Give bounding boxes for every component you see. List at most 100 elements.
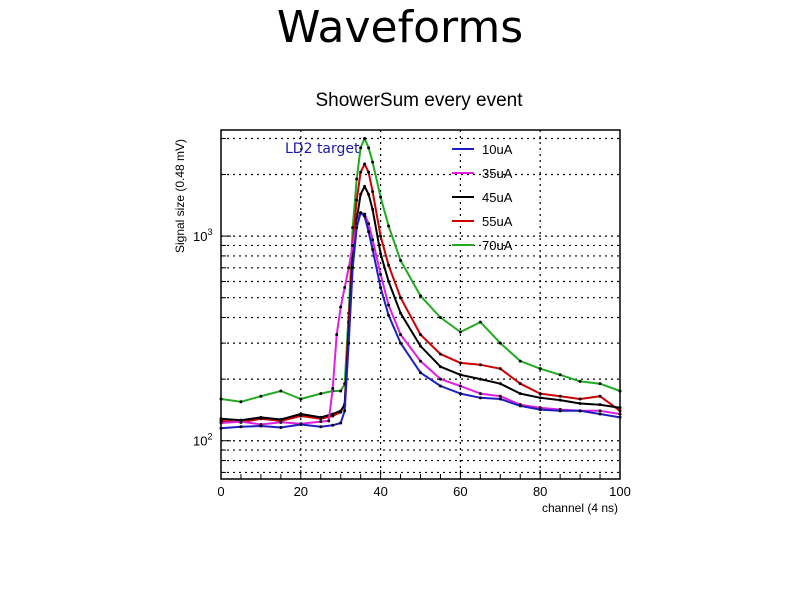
data-point-45uA bbox=[558, 398, 562, 402]
data-point-45uA bbox=[319, 415, 323, 419]
data-point-10uA bbox=[371, 248, 375, 252]
ld2-target-annotation: LD2 target bbox=[285, 141, 360, 157]
data-point-45uA bbox=[387, 279, 391, 283]
data-point-45uA bbox=[518, 392, 522, 396]
data-point-35uA bbox=[371, 238, 375, 242]
data-point-10uA bbox=[478, 396, 482, 400]
legend-label-55uA: 55uA bbox=[482, 214, 513, 229]
data-point-35uA bbox=[598, 409, 602, 413]
series-line-35uA bbox=[220, 211, 621, 426]
series-line-55uA bbox=[220, 163, 621, 424]
y-tick-label: 102 bbox=[193, 432, 212, 449]
chart-title: ShowerSum every event bbox=[316, 90, 524, 111]
data-point-45uA bbox=[339, 409, 343, 413]
data-point-45uA bbox=[478, 377, 482, 381]
data-point-45uA bbox=[538, 396, 542, 400]
data-point-10uA bbox=[351, 266, 355, 270]
data-point-35uA bbox=[335, 333, 339, 337]
data-point-35uA bbox=[438, 377, 442, 381]
data-point-70uA bbox=[598, 382, 602, 386]
data-point-45uA bbox=[419, 344, 422, 348]
data-point-10uA bbox=[367, 230, 371, 234]
data-point-10uA bbox=[239, 425, 243, 429]
data-point-10uA bbox=[355, 226, 359, 230]
data-point-70uA bbox=[367, 146, 371, 150]
data-point-35uA bbox=[399, 333, 403, 337]
data-point-70uA bbox=[239, 400, 243, 404]
data-point-70uA bbox=[387, 224, 391, 228]
data-point-55uA bbox=[438, 352, 442, 356]
data-point-70uA bbox=[363, 136, 367, 140]
legend: 10uA 35uA 45uA 55uA 70uA bbox=[452, 142, 513, 253]
data-point-70uA bbox=[279, 389, 283, 393]
data-point-70uA bbox=[578, 379, 582, 383]
data-point-10uA bbox=[598, 412, 602, 416]
data-point-55uA bbox=[498, 367, 502, 371]
data-point-70uA bbox=[339, 389, 343, 393]
data-point-70uA bbox=[538, 367, 542, 371]
data-point-35uA bbox=[478, 392, 482, 396]
y-axis-label: Signal size (0.48 mV) bbox=[173, 139, 187, 253]
axis-ticks: 0 20 40 60 80 100 102 103 bbox=[193, 137, 631, 499]
legend-label-35uA: 35uA bbox=[482, 166, 513, 181]
data-point-10uA bbox=[558, 409, 562, 413]
series-line-10uA bbox=[220, 211, 621, 430]
data-point-35uA bbox=[331, 386, 335, 390]
data-point-35uA bbox=[351, 243, 355, 247]
data-point-35uA bbox=[339, 305, 343, 309]
data-point-35uA bbox=[327, 419, 331, 423]
data-point-70uA bbox=[558, 373, 562, 377]
data-point-35uA bbox=[239, 420, 243, 424]
grid-lines bbox=[221, 130, 620, 479]
data-point-55uA bbox=[518, 382, 522, 386]
data-point-35uA bbox=[347, 266, 351, 270]
data-point-70uA bbox=[438, 316, 442, 320]
data-point-70uA bbox=[359, 146, 363, 150]
data-point-35uA bbox=[379, 272, 383, 276]
data-point-55uA bbox=[387, 263, 391, 267]
x-tick-label: 80 bbox=[533, 484, 547, 499]
data-point-45uA bbox=[259, 415, 263, 419]
data-point-70uA bbox=[399, 258, 403, 262]
data-point-55uA bbox=[363, 162, 367, 166]
data-point-10uA bbox=[498, 397, 502, 401]
data-point-45uA bbox=[331, 412, 335, 416]
data-point-10uA bbox=[363, 214, 367, 218]
x-tick-label: 100 bbox=[609, 484, 631, 499]
data-point-10uA bbox=[339, 421, 343, 425]
data-point-10uA bbox=[518, 404, 522, 408]
data-point-55uA bbox=[355, 198, 359, 202]
y-tick-label: 103 bbox=[193, 227, 212, 244]
data-point-70uA bbox=[259, 394, 263, 398]
data-point-70uA bbox=[355, 177, 359, 181]
data-point-45uA bbox=[359, 192, 363, 196]
legend-label-70uA: 70uA bbox=[482, 238, 513, 253]
data-point-55uA bbox=[359, 170, 363, 174]
data-point-10uA bbox=[379, 286, 383, 290]
data-point-55uA bbox=[399, 296, 403, 300]
x-tick-label: 60 bbox=[453, 484, 467, 499]
data-point-55uA bbox=[367, 170, 371, 174]
data-point-70uA bbox=[299, 397, 303, 401]
data-point-35uA bbox=[319, 420, 323, 424]
data-point-10uA bbox=[319, 425, 323, 429]
data-point-10uA bbox=[279, 426, 283, 430]
data-point-10uA bbox=[347, 341, 351, 345]
data-point-35uA bbox=[498, 394, 502, 398]
data-point-55uA bbox=[478, 363, 482, 367]
data-point-10uA bbox=[359, 211, 363, 215]
data-point-10uA bbox=[259, 424, 263, 428]
data-point-45uA bbox=[438, 365, 442, 369]
data-point-55uA bbox=[371, 190, 375, 194]
data-point-70uA bbox=[371, 160, 375, 164]
series-lines bbox=[219, 136, 622, 430]
data-point-45uA bbox=[598, 403, 602, 407]
data-point-45uA bbox=[379, 252, 383, 256]
data-point-55uA bbox=[558, 394, 562, 398]
data-point-45uA bbox=[399, 311, 403, 315]
data-point-35uA bbox=[387, 303, 391, 307]
data-point-55uA bbox=[578, 397, 582, 401]
data-point-10uA bbox=[578, 409, 582, 413]
data-point-70uA bbox=[419, 294, 422, 298]
data-point-10uA bbox=[299, 423, 303, 427]
